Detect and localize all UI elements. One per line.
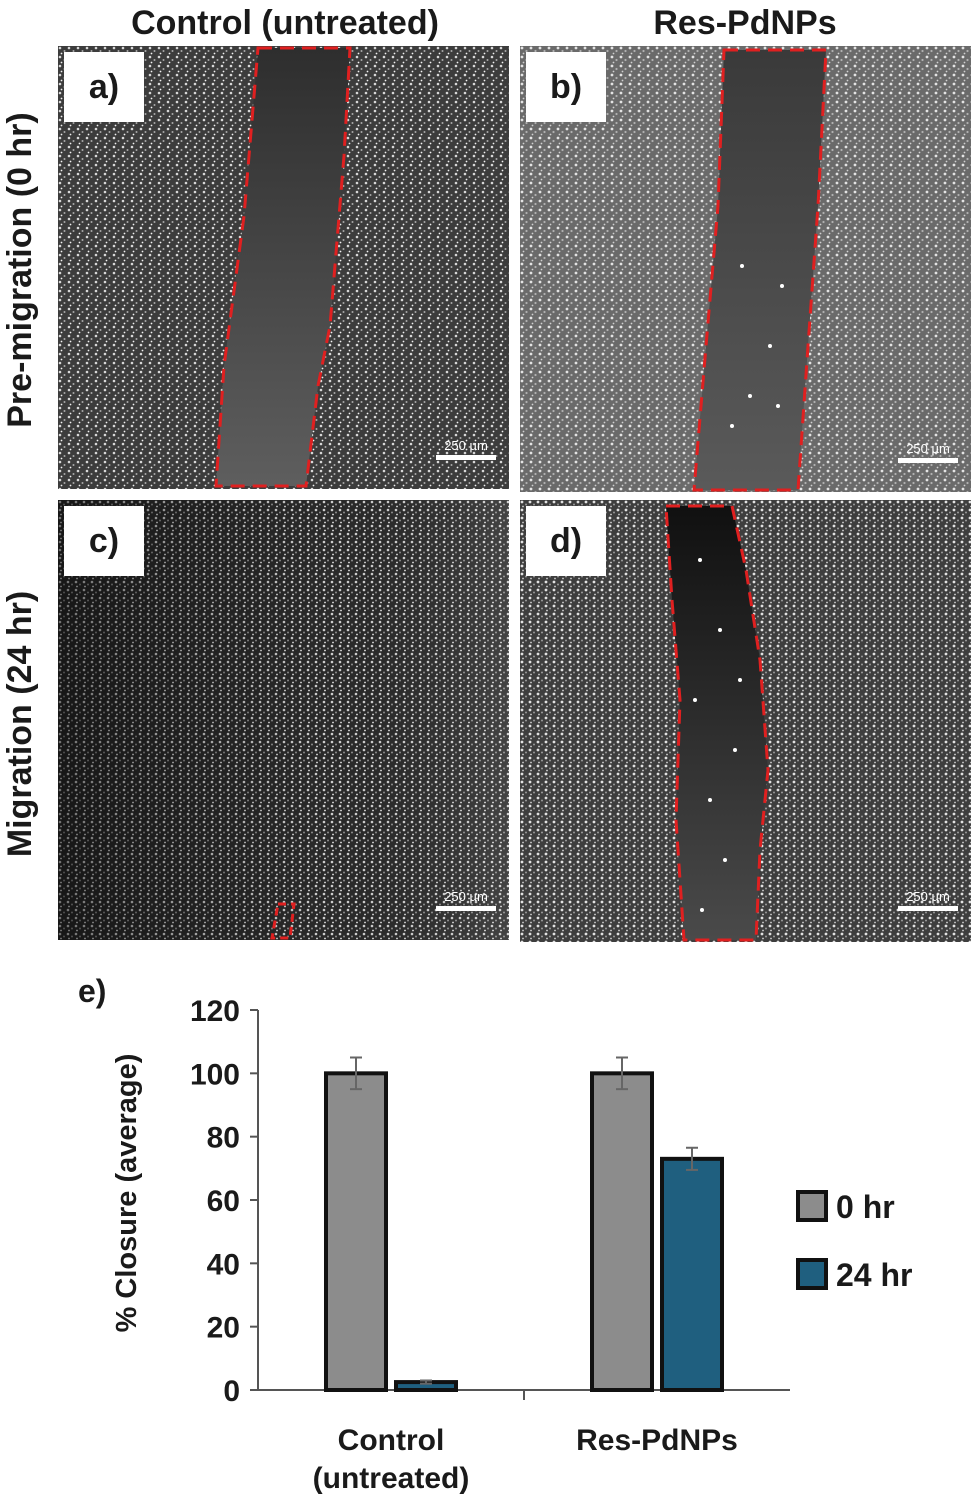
row-title-pre-migration: Pre-migration (0 hr) [1,112,39,428]
bar-0-hr-0 [324,1071,388,1392]
micrograph-panel-c: c) 250 µm [58,500,509,940]
y-ticks: 0 20 40 60 80 100 120 [190,995,258,1408]
y-tick-label: 0 [223,1375,240,1408]
bars [324,1056,724,1393]
legend-swatch-1 [796,1258,828,1290]
x-category-label: Res-PdNPs [576,1424,738,1457]
y-tick-label: 40 [207,1248,240,1281]
bar-24-hr-1 [660,1156,724,1392]
micrograph-c-image [58,500,509,940]
scale-bar-c: 250 µm [436,890,496,911]
row-title-migration: Migration (24 hr) [1,590,39,858]
scale-bar-b-text: 250 µm [906,441,950,456]
micrograph-panel-d: d) 250 µm [520,500,971,942]
x-categories: Control (untreated) Res-PdNPs [313,1390,738,1495]
scale-bar-a: 250 µm [436,439,496,460]
column-title-control: Control (untreated) [131,4,439,42]
micrograph-a-image [58,46,509,489]
legend-label-0: 0 hr [836,1189,895,1225]
micrograph-panel-a: a) 250 µm [58,46,509,489]
column-title-res-pdnps: Res-PdNPs [653,4,837,42]
y-tick-label: 120 [190,995,240,1028]
legend-swatch-0 [796,1190,828,1222]
y-tick-label: 100 [190,1058,240,1091]
scale-bar-d-text: 250 µm [906,889,950,904]
chart-panel-label: e) [78,973,106,1009]
scale-bar-d: 250 µm [898,890,958,911]
scale-bar-b: 250 µm [898,442,958,463]
panel-label-d: d) [526,506,606,576]
panel-label-c: c) [64,506,144,576]
bar-0-hr-1 [590,1071,654,1392]
scale-bar-a-text: 250 µm [444,438,488,453]
panel-label-a: a) [64,52,144,122]
closure-bar-chart: e) % Closure (average) 0 20 40 60 80 100 120 C… [78,973,912,1495]
legend: 0 hr 24 hr [796,1189,912,1293]
x-category-label: Control (untreated) [313,1424,470,1495]
scale-bar-c-text: 250 µm [444,889,488,904]
y-tick-label: 80 [207,1122,240,1155]
y-axis-label: % Closure (average) [111,1054,143,1333]
micrograph-panel-b: b) 250 µm [520,46,971,492]
y-tick-label: 60 [207,1185,240,1218]
legend-label-1: 24 hr [836,1257,912,1293]
panel-label-b: b) [526,52,606,122]
y-tick-label: 20 [207,1312,240,1345]
